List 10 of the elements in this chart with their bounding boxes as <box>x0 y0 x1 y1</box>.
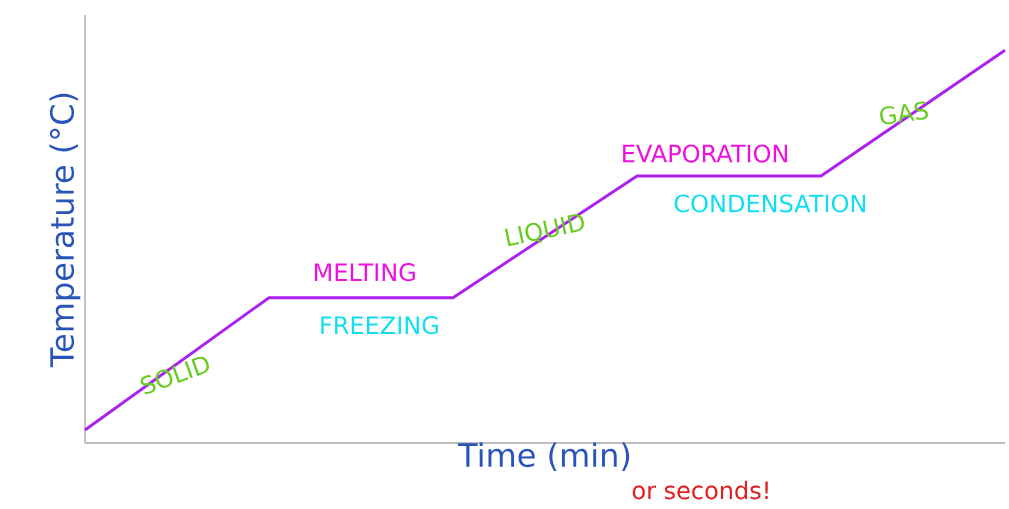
annotation: GAS <box>880 101 928 125</box>
annotation: SOLID <box>140 356 209 395</box>
text: or seconds! <box>632 480 768 500</box>
annotation: CONDENSATION <box>674 194 866 213</box>
annotation: LIQUID <box>504 214 584 247</box>
y-axis-title: Temperature (°C) <box>49 93 81 368</box>
x-axis-title: Time (min) <box>458 442 630 471</box>
annotation: EVAPORATION <box>623 144 788 163</box>
annotation: MELTING <box>314 263 415 282</box>
annotation: FREEZING <box>321 316 438 335</box>
